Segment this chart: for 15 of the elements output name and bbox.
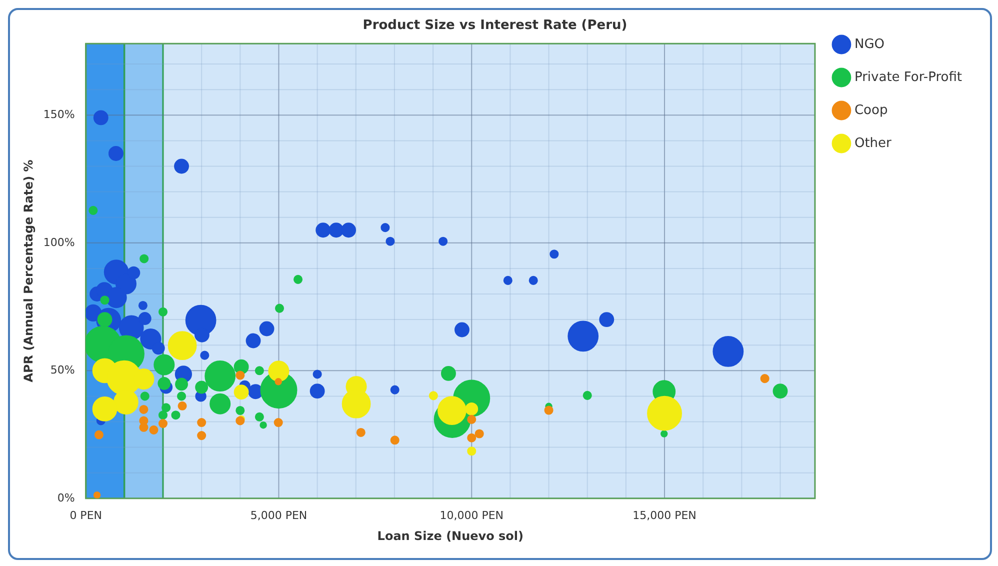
y-tick-label: 0% xyxy=(57,491,75,504)
y-tick-label: 150% xyxy=(43,108,75,121)
y-tick-label: 50% xyxy=(50,364,75,377)
chart-title: Product Size vs Interest Rate (Peru) xyxy=(362,18,628,34)
y-tick-label: 100% xyxy=(43,236,75,249)
legend-label: Other xyxy=(854,136,892,151)
legend-label: Private For-Profit xyxy=(854,70,962,85)
x-axis-title: Loan Size (Nuevo sol) xyxy=(377,528,524,543)
x-tick-label: 0 PEN xyxy=(70,508,102,522)
y-axis-title: APR (Annual Percentage Rate) % xyxy=(21,160,36,382)
legend-label: NGO xyxy=(854,36,884,52)
x-tick-label: 15,000 PEN xyxy=(632,508,696,522)
x-tick-label: 10,000 PEN xyxy=(440,508,504,522)
legend-label: Coop xyxy=(854,102,888,118)
x-tick-label: 5,000 PEN xyxy=(250,508,308,522)
